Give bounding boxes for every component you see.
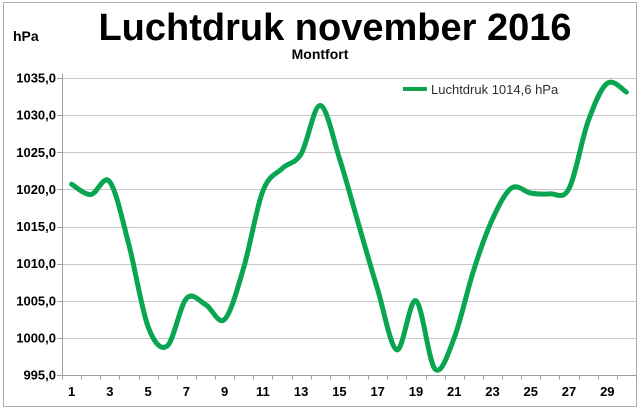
y-tick-label: 1030,0 [16, 108, 56, 123]
y-axis-labels: 1035,0 1030,0 1025,0 1020,0 1015,0 1010,0 1005… [16, 71, 56, 383]
x-tick-label: 29 [600, 384, 614, 399]
pressure-series-line [69, 79, 629, 373]
y-tick-label: 1005,0 [16, 293, 56, 308]
x-tick-label: 5 [144, 384, 151, 399]
y-tick-label: 1025,0 [16, 145, 56, 160]
x-axis-labels: 1 3 5 7 9 11 13 15 17 19 21 23 25 27 29 [68, 384, 615, 399]
x-tick-label: 21 [447, 384, 461, 399]
y-tick-label: 1015,0 [16, 219, 56, 234]
x-tick-label: 15 [332, 384, 346, 399]
x-tick-label: 7 [183, 384, 190, 399]
x-tick-label: 3 [106, 384, 113, 399]
y-tick-label: 1035,0 [16, 71, 56, 86]
axes [57, 74, 637, 380]
legend-label: Luchtdruk 1014,6 hPa [431, 82, 559, 97]
y-tick-label: 995,0 [23, 368, 56, 383]
x-tick-label: 23 [485, 384, 499, 399]
x-tick-label: 13 [294, 384, 308, 399]
x-tick-label: 9 [221, 384, 228, 399]
legend: Luchtdruk 1014,6 hPa [403, 82, 559, 97]
x-tick-label: 11 [256, 384, 270, 399]
x-tick-label: 17 [370, 384, 384, 399]
y-tick-label: 1000,0 [16, 330, 56, 345]
x-tick-label: 25 [524, 384, 538, 399]
chart-subtitle: Montfort [292, 46, 349, 62]
y-tick-label: 1020,0 [16, 182, 56, 197]
x-tick-label: 1 [68, 384, 75, 399]
y-axis-unit-label: hPa [13, 28, 39, 44]
x-tick-label: 19 [409, 384, 423, 399]
chart-outer-border [3, 2, 637, 407]
gridlines [62, 78, 636, 339]
y-tick-label: 1010,0 [16, 256, 56, 271]
x-tick-label: 27 [562, 384, 576, 399]
chart-title: Luchtdruk november 2016 [98, 7, 571, 49]
